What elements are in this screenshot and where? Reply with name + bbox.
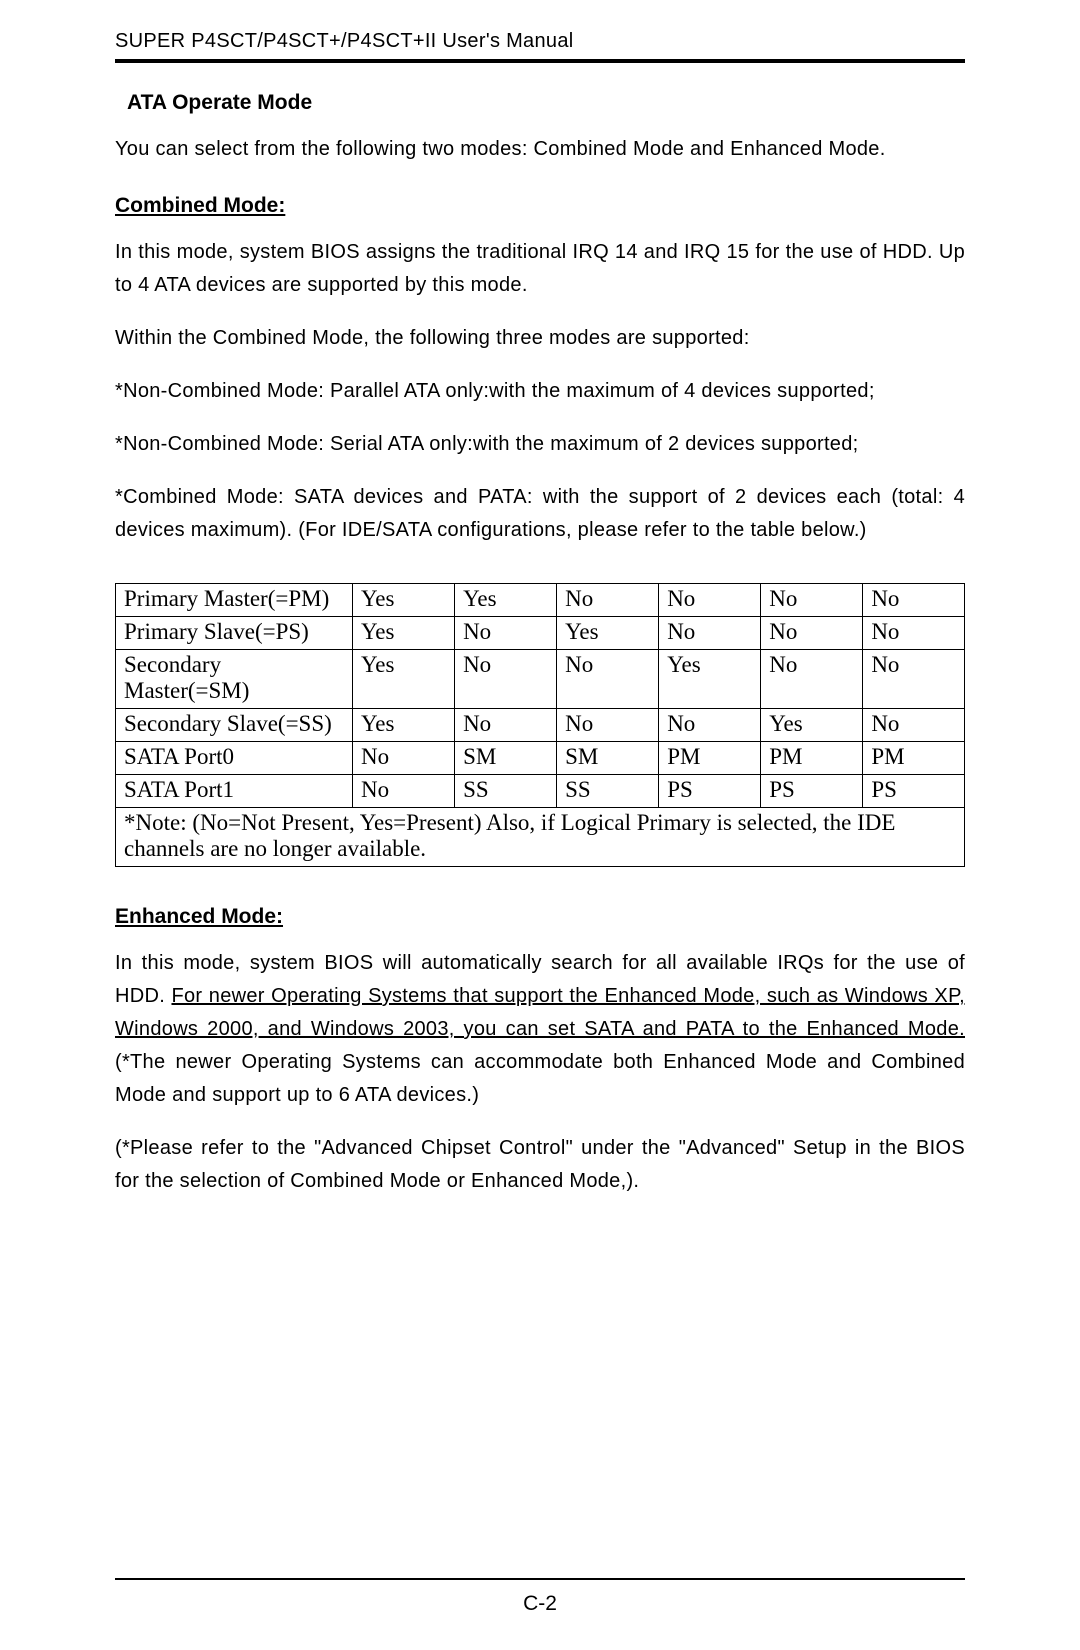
table-cell: No: [455, 709, 557, 742]
table-row: Secondary Slave(=SS) Yes No No No Yes No: [116, 709, 965, 742]
table-cell: Yes: [353, 650, 455, 709]
combined-paragraph-2: Within the Combined Mode, the following …: [115, 322, 965, 355]
table-cell: PM: [659, 742, 761, 775]
table-cell: No: [557, 584, 659, 617]
table-note-row: *Note: (No=Not Present, Yes=Present) Als…: [116, 808, 965, 867]
table-cell: PM: [761, 742, 863, 775]
table-cell: PM: [863, 742, 965, 775]
table-cell: PS: [659, 775, 761, 808]
table-cell: PS: [761, 775, 863, 808]
combined-paragraph-5: *Combined Mode: SATA devices and PATA: w…: [115, 481, 965, 547]
ata-intro-paragraph: You can select from the following two mo…: [115, 133, 965, 166]
table-cell: Yes: [353, 709, 455, 742]
page-header: SUPER P4SCT/P4SCT+/P4SCT+II User's Manua…: [115, 30, 965, 63]
table-cell: SS: [455, 775, 557, 808]
table-cell: Yes: [455, 584, 557, 617]
table-cell: Yes: [353, 584, 455, 617]
table-cell: Primary Slave(=PS): [116, 617, 353, 650]
combined-paragraph-1: In this mode, system BIOS assigns the tr…: [115, 236, 965, 302]
table-cell: SATA Port1: [116, 775, 353, 808]
table-cell: No: [659, 584, 761, 617]
table-cell: Yes: [761, 709, 863, 742]
manual-page: SUPER P4SCT/P4SCT+/P4SCT+II User's Manua…: [0, 0, 1080, 1650]
combined-paragraph-4: *Non-Combined Mode: Serial ATA only:with…: [115, 428, 965, 461]
table-cell: Yes: [353, 617, 455, 650]
enhanced-p1-underlined: For newer Operating Systems that support…: [115, 985, 965, 1040]
table-cell: No: [863, 584, 965, 617]
table-cell: No: [761, 584, 863, 617]
enhanced-paragraph-2: (*Please refer to the "Advanced Chipset …: [115, 1132, 965, 1198]
ide-sata-config-table: Primary Master(=PM) Yes Yes No No No No …: [115, 583, 965, 867]
table-cell: Yes: [659, 650, 761, 709]
table-cell: Primary Master(=PM): [116, 584, 353, 617]
table-cell: No: [455, 617, 557, 650]
enhanced-p1-tail: (*The newer Operating Systems can accomm…: [115, 1051, 965, 1106]
table-row: SATA Port0 No SM SM PM PM PM: [116, 742, 965, 775]
table-cell: No: [659, 617, 761, 650]
table-row: Primary Master(=PM) Yes Yes No No No No: [116, 584, 965, 617]
table-row: Primary Slave(=PS) Yes No Yes No No No: [116, 617, 965, 650]
table-cell: PS: [863, 775, 965, 808]
table-cell: No: [455, 650, 557, 709]
table-cell: No: [761, 617, 863, 650]
table-cell: No: [761, 650, 863, 709]
table-cell: No: [863, 617, 965, 650]
combined-paragraph-3: *Non-Combined Mode: Parallel ATA only:wi…: [115, 375, 965, 408]
ata-operate-mode-title: ATA Operate Mode: [127, 91, 965, 115]
page-number: C-2: [0, 1592, 1080, 1616]
table-cell: SS: [557, 775, 659, 808]
table-cell: SM: [557, 742, 659, 775]
table-cell: Secondary Slave(=SS): [116, 709, 353, 742]
table-cell: Yes: [557, 617, 659, 650]
enhanced-mode-title: Enhanced Mode:: [115, 905, 965, 929]
table-cell: No: [863, 709, 965, 742]
table-cell: No: [557, 709, 659, 742]
table-cell: Secondary Master(=SM): [116, 650, 353, 709]
table-cell: SM: [455, 742, 557, 775]
table-cell: No: [353, 742, 455, 775]
table-cell: SATA Port0: [116, 742, 353, 775]
table-body: Primary Master(=PM) Yes Yes No No No No …: [116, 584, 965, 867]
table-cell: No: [353, 775, 455, 808]
table-row: Secondary Master(=SM) Yes No No Yes No N…: [116, 650, 965, 709]
table-cell: No: [863, 650, 965, 709]
table-cell: No: [659, 709, 761, 742]
combined-mode-title: Combined Mode:: [115, 194, 965, 218]
table-row: SATA Port1 No SS SS PS PS PS: [116, 775, 965, 808]
table-cell: No: [557, 650, 659, 709]
enhanced-paragraph-1: In this mode, system BIOS will automatic…: [115, 947, 965, 1112]
table-note-cell: *Note: (No=Not Present, Yes=Present) Als…: [116, 808, 965, 867]
footer-rule: [115, 1578, 965, 1580]
